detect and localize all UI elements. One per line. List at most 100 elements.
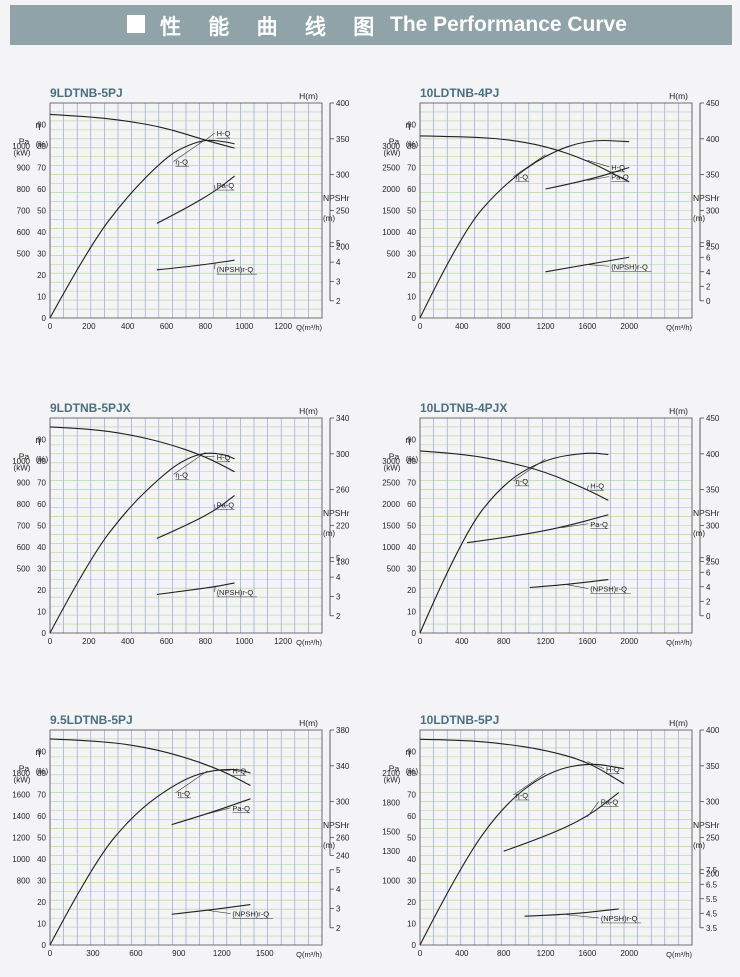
series-leader-line [215, 587, 216, 592]
pa-tick-label: 500 [17, 565, 31, 574]
eta-tick-label: 50 [37, 207, 46, 216]
eta-tick-label: 60 [37, 812, 46, 821]
series-line-hq [420, 739, 624, 783]
h-axis-label: H(m) [669, 91, 688, 101]
x-axis-label: Q(m³/h) [296, 638, 322, 647]
series-leader-line [587, 265, 609, 267]
pa-tick-label: 1400 [12, 812, 30, 821]
x-tick-label: 1200 [537, 322, 555, 331]
eta-tick-label: 30 [407, 565, 416, 574]
eta-tick-label: 90 [407, 436, 416, 445]
npsh-axis-label: NPSHr [323, 508, 350, 518]
h-tick-label: 340 [336, 762, 350, 771]
pa-tick-label: 500 [387, 250, 401, 259]
eta-tick-label: 0 [42, 941, 47, 950]
series-leader-line [215, 185, 216, 191]
npsh-tick-label: 3.5 [706, 924, 718, 933]
npsh-tick-label: 5 [336, 554, 341, 563]
h-tick-label: 220 [336, 522, 350, 531]
eta-tick-label: 80 [407, 142, 416, 151]
pa-tick-label: 900 [17, 164, 31, 173]
x-tick-label: 800 [199, 637, 213, 646]
npsh-tick-label: 0 [706, 612, 711, 621]
eta-tick-label: 20 [407, 271, 416, 280]
chart-svg: 9LDTNB-5PJη(%)0102030405060708090Pa(kW)5… [0, 85, 370, 345]
series-label: Pa-Q [232, 804, 250, 813]
eta-tick-label: 20 [407, 586, 416, 595]
npsh-axis-label: NPSHr [693, 820, 720, 830]
pa-tick-label: 2000 [382, 185, 400, 194]
h-tick-label: 350 [706, 762, 720, 771]
x-tick-label: 200 [82, 322, 96, 331]
pa-tick-label: 700 [17, 207, 31, 216]
x-axis-label: Q(m³/h) [666, 950, 692, 959]
x-axis-label: Q(m³/h) [296, 950, 322, 959]
eta-tick-label: 30 [407, 250, 416, 259]
npsh-tick-label: 2 [706, 597, 711, 606]
series-label: H-Q [217, 129, 231, 138]
chart-svg: 10LDTNB-4PJη(%)0102030405060708090Pa(kW)… [370, 85, 740, 345]
series-label: (NPSH)r-Q [590, 585, 627, 594]
eta-tick-label: 30 [407, 877, 416, 886]
series-label: (NPSH)r-Q [611, 262, 648, 271]
h-axis-label: H(m) [669, 718, 688, 728]
x-tick-label: 1200 [213, 949, 231, 958]
eta-tick-label: 50 [407, 207, 416, 216]
series-line-hq [420, 451, 608, 500]
x-tick-label: 300 [86, 949, 100, 958]
eta-tick-label: 60 [407, 500, 416, 509]
npsh-tick-label: 4 [706, 268, 711, 277]
grid-lines [50, 103, 322, 318]
x-tick-label: 600 [160, 637, 174, 646]
eta-tick-label: 80 [37, 142, 46, 151]
eta-tick-label: 60 [37, 185, 46, 194]
npsh-tick-label: 5 [336, 239, 341, 248]
eta-tick-label: 40 [407, 543, 416, 552]
pa-tick-label: 1800 [382, 798, 400, 807]
x-tick-label: 1000 [235, 322, 253, 331]
series-label: (NPSH)r-Q [217, 265, 254, 274]
eta-tick-label: 80 [37, 457, 46, 466]
h-axis-label: H(m) [299, 406, 318, 416]
eta-tick-label: 40 [407, 855, 416, 864]
pa-tick-label: 1000 [12, 855, 30, 864]
eta-tick-label: 0 [412, 629, 417, 638]
npsh-tick-label: 6.5 [706, 880, 718, 889]
pa-tick-label: 600 [17, 543, 31, 552]
eta-tick-label: 50 [37, 834, 46, 843]
npsh-axis-label: NPSHr [693, 193, 720, 203]
x-tick-label: 2000 [620, 637, 638, 646]
chart-svg: 9.5LDTNB-5PJη(%)0102030405060708090Pa(kW… [0, 712, 370, 972]
x-tick-label: 0 [48, 949, 53, 958]
pa-tick-label: 1300 [382, 847, 400, 856]
x-axis-label: Q(m³/h) [666, 323, 692, 332]
h-axis-label: H(m) [669, 406, 688, 416]
eta-tick-label: 70 [37, 479, 46, 488]
x-tick-label: 1200 [537, 637, 555, 646]
pa-tick-label: 800 [17, 500, 31, 509]
h-tick-label: 400 [706, 726, 720, 735]
x-tick-label: 400 [121, 322, 135, 331]
x-tick-label: 0 [418, 637, 423, 646]
npsh-tick-label: 2 [336, 924, 341, 933]
npsh-tick-label: 2 [336, 612, 341, 621]
eta-tick-label: 70 [37, 791, 46, 800]
series-label: H-Q [590, 481, 604, 490]
npsh-axis-unit: (m) [693, 214, 705, 223]
x-tick-label: 0 [418, 322, 423, 331]
series-label: (NPSH)r-Q [232, 910, 269, 919]
npsh-axis-unit: (m) [323, 529, 335, 538]
pa-tick-label: 700 [17, 522, 31, 531]
h-tick-label: 250 [336, 207, 350, 216]
x-tick-label: 200 [82, 637, 96, 646]
eta-tick-label: 60 [407, 185, 416, 194]
x-tick-label: 400 [455, 949, 469, 958]
npsh-tick-label: 0 [706, 297, 711, 306]
pa-tick-label: 1500 [382, 522, 400, 531]
eta-tick-label: 50 [407, 522, 416, 531]
h-axis-label: H(m) [299, 718, 318, 728]
pa-tick-label: 1000 [382, 543, 400, 552]
